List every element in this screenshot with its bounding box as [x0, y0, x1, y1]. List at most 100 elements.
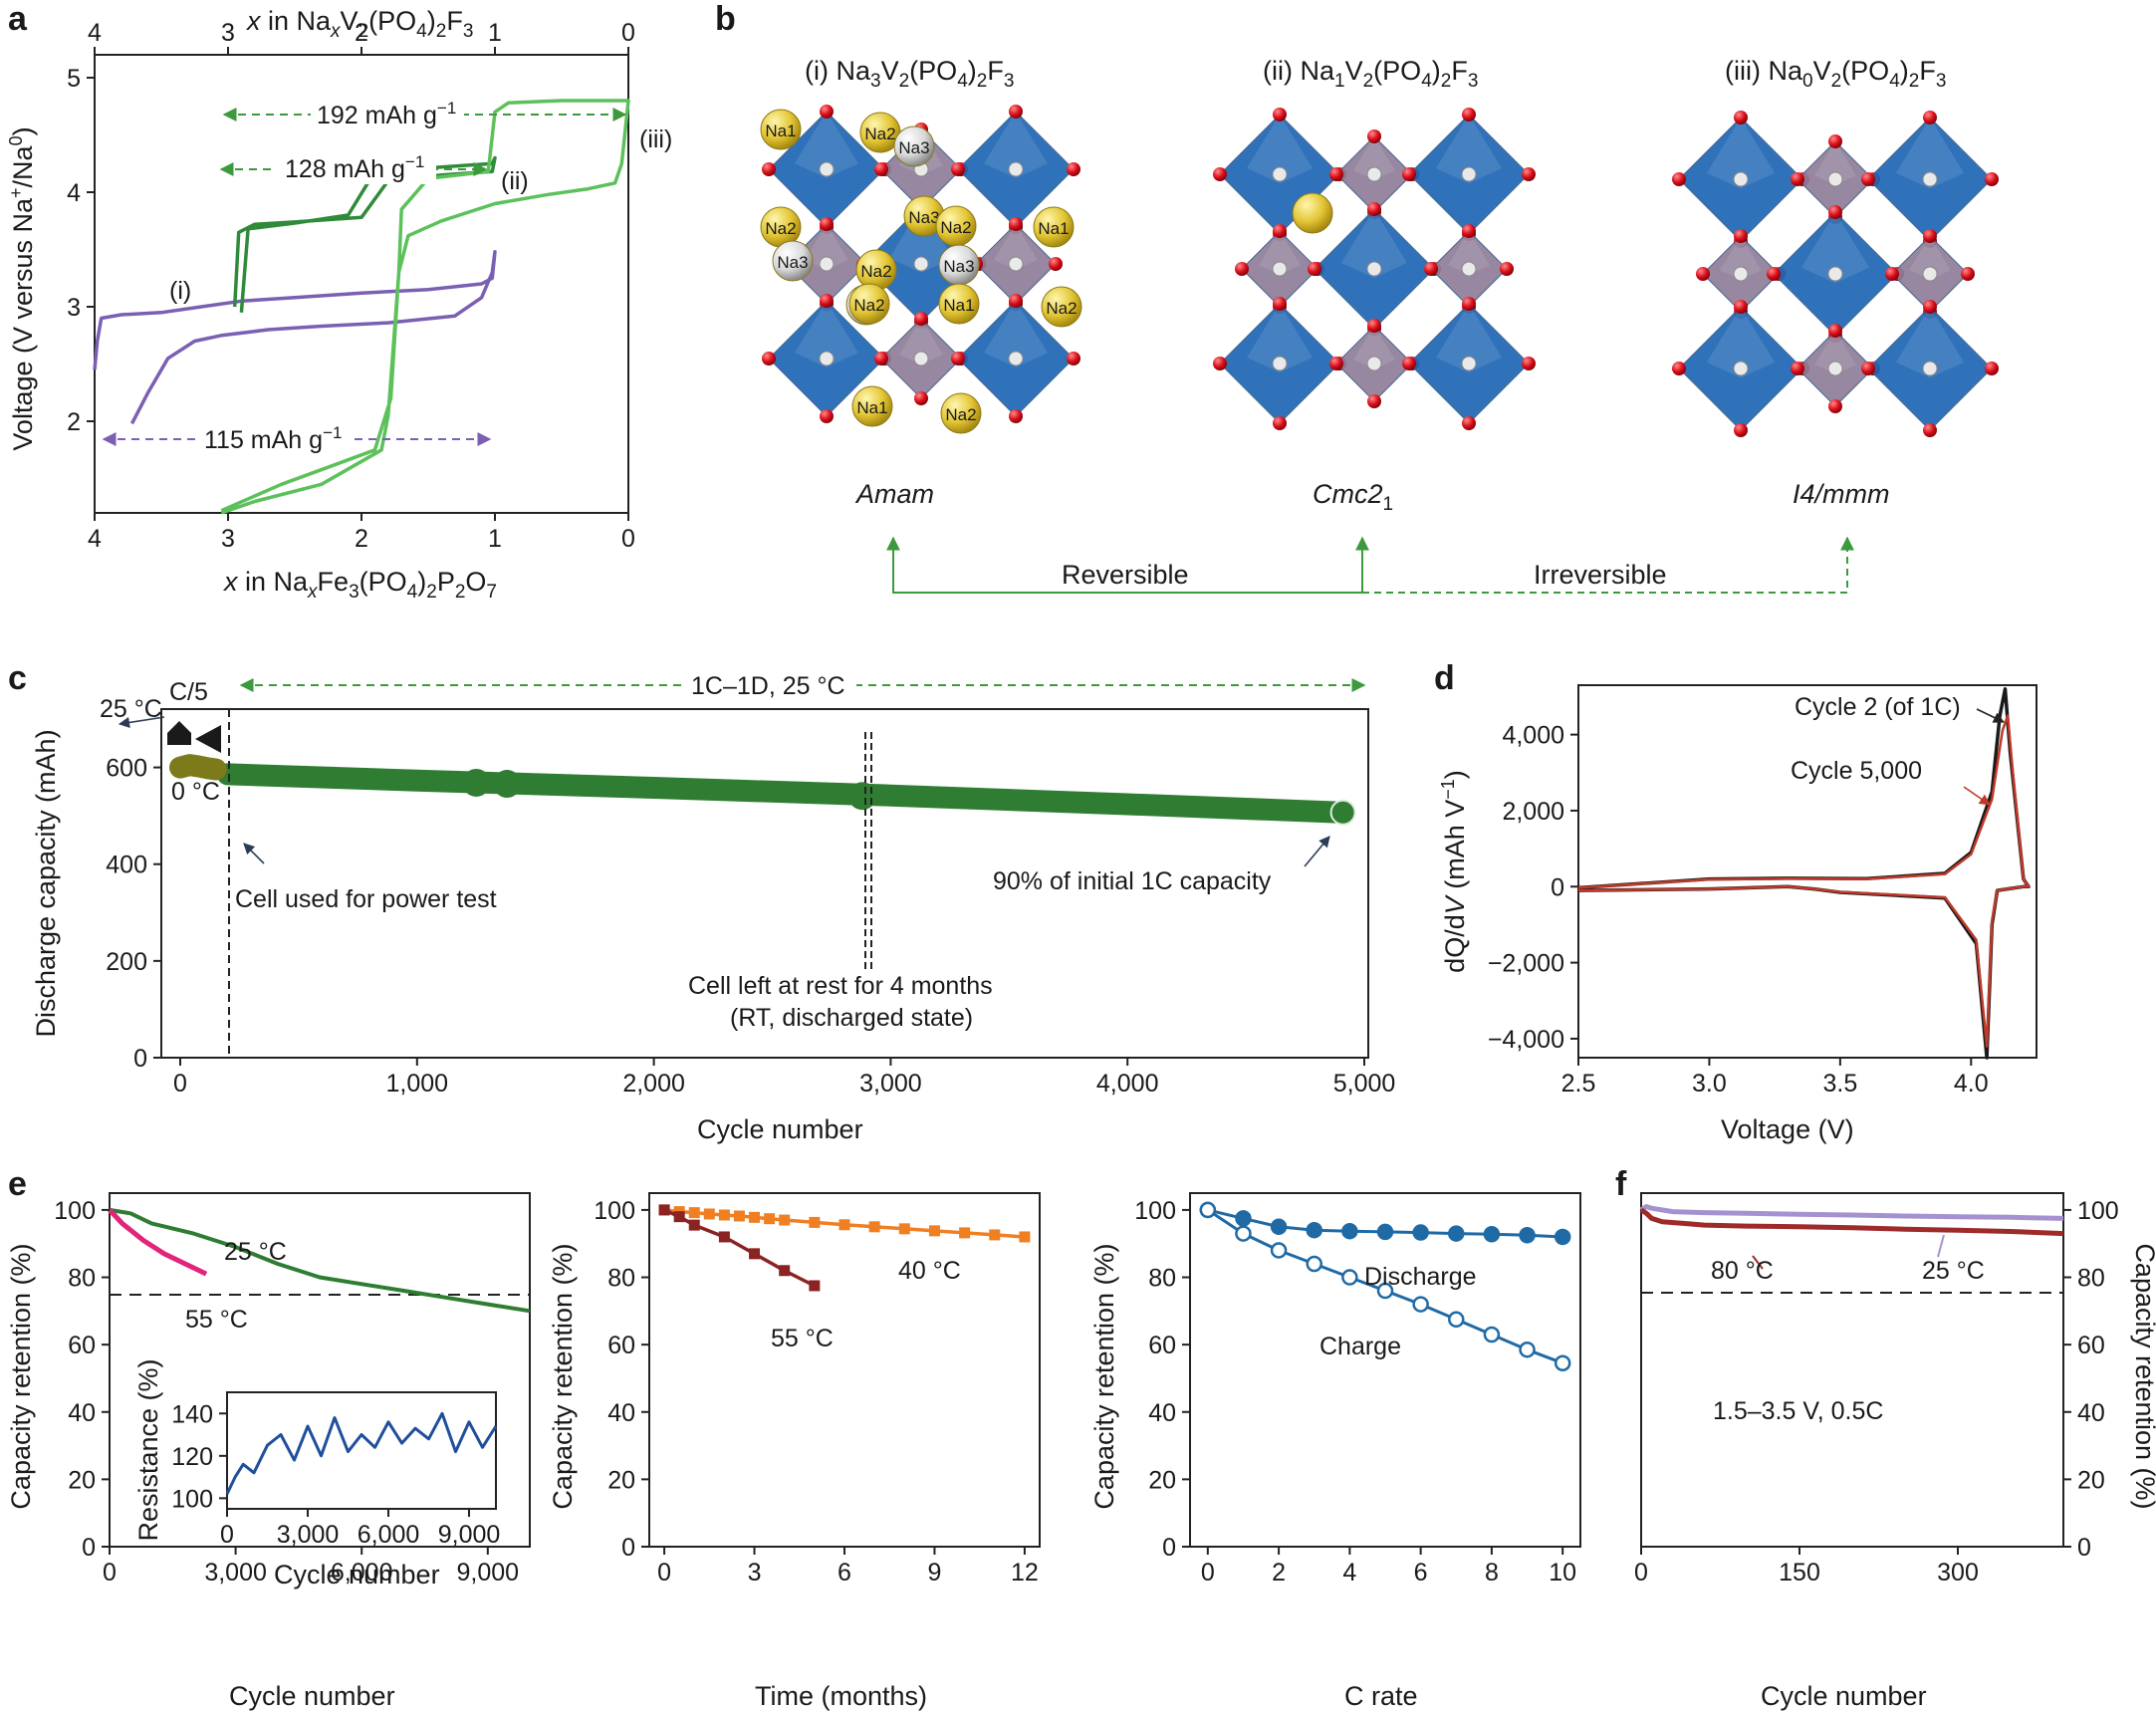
- y-tick-label: 0: [1551, 873, 1564, 901]
- x-tick-label: 0: [103, 1559, 117, 1587]
- panel-e3-ylabel: Capacity retention (%): [1089, 1243, 1119, 1509]
- sodium-atom-label: Na2: [1046, 299, 1077, 318]
- vo6-octahedron-facet: [1706, 118, 1776, 189]
- panel-e2-marker: [688, 1207, 700, 1219]
- oxygen-atom: [1734, 111, 1748, 124]
- panel-d-frame: [1577, 684, 2037, 1059]
- oxygen-atom: [951, 352, 965, 366]
- y-tick-label: 120: [171, 1443, 213, 1471]
- oxygen-atom: [1235, 262, 1249, 276]
- y-tick-label: 80: [607, 1265, 635, 1293]
- panel-f-xlabel: Cycle number: [1761, 1681, 1927, 1711]
- panel-e3-marker: [1519, 1341, 1536, 1358]
- space-group-cmc21: Cmc21: [1313, 479, 1393, 515]
- panel-a-label-bg: [199, 422, 355, 454]
- y-tick-label: 140: [171, 1400, 213, 1428]
- sodium-atom-label: Na1: [856, 398, 887, 417]
- panel-e2-40c-label: 40 °C: [898, 1257, 961, 1285]
- panel-e3-marker: [1448, 1311, 1465, 1329]
- po4-tetrahedron-facet: [1448, 231, 1490, 275]
- panel-f-25c-label: 25 °C: [1922, 1257, 1985, 1285]
- oxygen-atom: [1828, 134, 1842, 148]
- panel-e3-marker: [1306, 1255, 1322, 1273]
- vanadium-atom: [1008, 161, 1024, 177]
- panel-d-cycle2-arrow: [1976, 708, 2006, 723]
- panel-c-rest-label-1: Cell left at rest for 4 months: [688, 972, 993, 1000]
- sodium-atom: [940, 392, 982, 434]
- panel-e2-marker: [779, 1214, 791, 1226]
- oxygen-atom: [1009, 105, 1023, 119]
- panel-c-frame: [160, 708, 1369, 1059]
- oxygen-atom: [951, 162, 965, 176]
- panel-e2-marker: [749, 1248, 761, 1260]
- panel-f-series-1: [1639, 1204, 2064, 1221]
- oxygen-atom: [820, 217, 834, 231]
- oxygen-atom: [762, 352, 776, 366]
- y-tick-label: 4,000: [1502, 722, 1564, 750]
- panel-e2-marker: [959, 1227, 971, 1239]
- panel-c-marker: [847, 782, 876, 811]
- y-tick-label: 60: [2077, 1332, 2105, 1359]
- vo6-octahedron-facet: [1706, 307, 1776, 378]
- y-tick-label: 40: [2077, 1399, 2105, 1427]
- oxygen-atom: [874, 352, 888, 366]
- vanadium-atom: [819, 256, 835, 272]
- structure-i-title: (i) Na3V2(PO4)2F3: [805, 56, 1014, 92]
- panel-e2-xlabel: Time (months): [755, 1681, 927, 1711]
- panel-e2-marker: [673, 1211, 685, 1223]
- panel-e2-marker: [809, 1216, 821, 1228]
- oxygen-atom: [1462, 416, 1476, 430]
- panel-a-series-1: [93, 250, 497, 425]
- structure-ii-title: (ii) Na1V2(PO4)2F3: [1263, 56, 1478, 92]
- panel-e3-marker: [1483, 1326, 1501, 1344]
- sodium-atom-label: Na1: [765, 122, 796, 140]
- x-tick-label: 2,000: [622, 1070, 685, 1098]
- y-tick-label: 80: [1148, 1265, 1176, 1293]
- sodium-atom: [772, 240, 814, 282]
- sodium-atom: [1041, 286, 1082, 328]
- panel-d-cycle2-line: [1577, 687, 2031, 1060]
- y-tick-label: 60: [68, 1332, 96, 1359]
- oxygen-atom: [1672, 172, 1686, 186]
- vo6-octahedron-facet: [1341, 209, 1407, 278]
- x-tick-label: 300: [1937, 1559, 1979, 1587]
- panel-label-e: e: [8, 1165, 27, 1203]
- po4-tetrahedron-facet: [1909, 236, 1951, 280]
- panel-e1-25c-label: 25 °C: [224, 1238, 287, 1266]
- panel-e2-series: [658, 1204, 1031, 1292]
- oxygen-atom: [1067, 352, 1080, 366]
- panel-c-0c-label: 0 °C: [171, 778, 220, 806]
- panel-c-marker: [493, 770, 522, 799]
- po4-tetrahedron-facet: [1353, 136, 1395, 180]
- x-tick-label: 1,000: [386, 1070, 449, 1098]
- y-tick-label: 0: [2077, 1534, 2091, 1562]
- panel-c-power-test-arrow: [243, 843, 265, 864]
- x-tick-label: 9: [928, 1559, 942, 1587]
- panel-b-structures: (i) Na3V2(PO4)2F3 (ii) Na1V2(PO4)2F3 (ii…: [760, 56, 1999, 594]
- panel-e2-marker: [868, 1221, 880, 1233]
- vanadium-atom: [819, 351, 835, 367]
- panel-e1-inset-ticks: 0 3,000 6,000 9,000 100 120 140: [171, 1400, 500, 1549]
- panel-c-end-marker: [1329, 799, 1356, 826]
- panel-c-main-band: [216, 763, 1352, 824]
- panel-e2-marker: [1019, 1231, 1031, 1243]
- oxygen-atom: [874, 162, 888, 176]
- oxygen-atom: [1500, 262, 1514, 276]
- x-tick-label: 3: [221, 525, 235, 553]
- oxygen-atom: [1009, 294, 1023, 308]
- y-tick-label: 40: [607, 1399, 635, 1427]
- oxygen-atom: [1828, 324, 1842, 338]
- oxygen-atom: [1885, 267, 1899, 281]
- sodium-atom: [848, 283, 890, 325]
- po4-tetrahedron-facet: [1259, 231, 1301, 275]
- y-tick-label: 100: [171, 1485, 213, 1513]
- oxygen-atom: [1522, 357, 1536, 370]
- vanadium-atom: [1733, 361, 1749, 376]
- sodium-atom-label: Na2: [940, 218, 971, 237]
- panel-a-label-iii: (iii): [639, 125, 672, 153]
- x-tick-label: 2: [355, 19, 368, 47]
- panel-e2-marker: [749, 1211, 761, 1223]
- space-group-i4mmm: I4/mmm: [1793, 479, 1890, 509]
- sodium-atom-label: Na2: [945, 405, 976, 424]
